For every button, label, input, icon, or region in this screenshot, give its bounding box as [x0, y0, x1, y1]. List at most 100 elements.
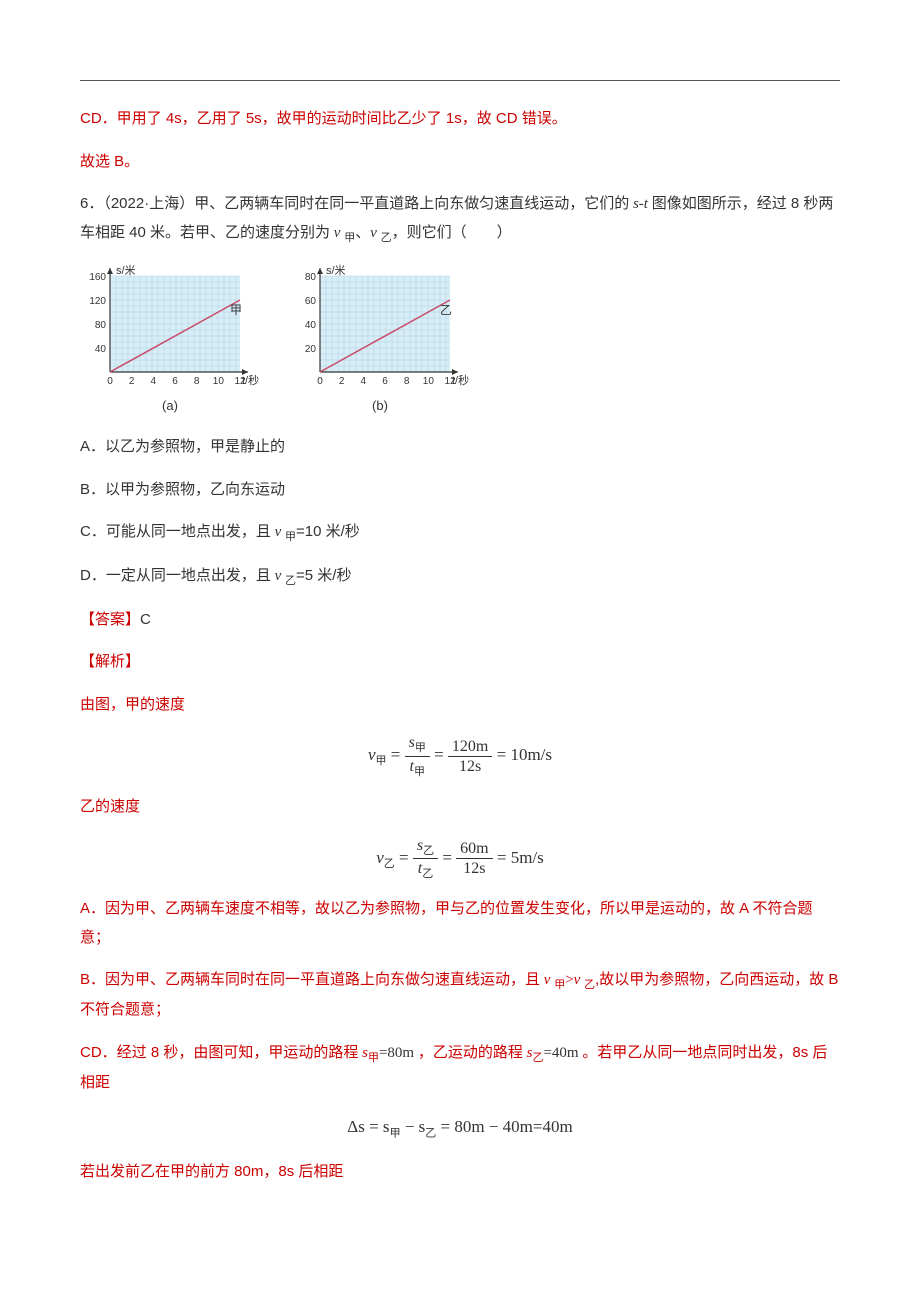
fds-minus: − s [401, 1117, 426, 1136]
svg-text:2: 2 [339, 376, 345, 387]
formula-yi: v乙 = s乙t乙 = 60m12s = 5m/s [80, 836, 840, 882]
chart-b: 20406080024681012s/米t/秒乙 [290, 262, 470, 392]
svg-text:10: 10 [213, 376, 225, 387]
svg-text:160: 160 [89, 272, 106, 283]
expl-cd-s2: s [523, 1045, 533, 1061]
q6-vjia: v [330, 225, 344, 241]
svg-text:80: 80 [305, 272, 317, 283]
analysis-label: 【解析】 [80, 648, 840, 677]
fy-eq2: = [438, 847, 456, 866]
expl-cd-sub2: 乙 [532, 1052, 543, 1064]
chart-b-box: 20406080024681012s/米t/秒乙 (b) [290, 262, 470, 419]
expl-cd-pre: CD．经过 8 秒，由图可知，甲运动的路程 [80, 1044, 358, 1061]
fy-f1n-sub: 乙 [423, 845, 434, 857]
svg-text:乙: 乙 [440, 303, 452, 317]
fj-lhs-sub: 甲 [376, 756, 387, 768]
option-c-tail: =10 米/秒 [296, 523, 360, 540]
fds-lhs: Δs = s [347, 1117, 389, 1136]
prev-cd-explanation: CD．甲用了 4s，乙用了 5s，故甲的运动时间比乙少了 1s，故 CD 错误。 [80, 105, 840, 134]
fds-sub1: 甲 [390, 1128, 401, 1140]
fj-f2n: 120m [448, 737, 492, 757]
expl-b-gt: > [565, 972, 573, 988]
speed-yi-intro: 乙的速度 [80, 793, 840, 822]
svg-text:8: 8 [194, 376, 200, 387]
q6-vjia-sub: 甲 [344, 232, 355, 244]
expl-b-v1: v [540, 972, 554, 988]
last-line: 若出发前乙在甲的前方 80m，8s 后相距 [80, 1158, 840, 1187]
answer-value: C [140, 611, 151, 628]
q6-st-italic: s-t [629, 196, 652, 212]
q6-vyi: v [370, 225, 380, 241]
option-c-sub: 甲 [285, 531, 296, 543]
option-a: A．以乙为参照物，甲是静止的 [80, 433, 840, 462]
svg-text:0: 0 [107, 376, 113, 387]
fj-eq2: = [430, 745, 448, 764]
svg-text:4: 4 [361, 376, 367, 387]
fy-lhs-sub: 乙 [384, 858, 395, 870]
svg-text:2: 2 [129, 376, 135, 387]
fy-f2d: 12s [456, 859, 492, 878]
expl-cd-eq2: =40m [543, 1045, 582, 1061]
fds-sub2: 乙 [425, 1128, 436, 1140]
page-divider [80, 80, 840, 81]
option-d: D．一定从同一地点出发，且 v 乙=5 米/秒 [80, 562, 840, 592]
svg-text:t/秒: t/秒 [242, 373, 259, 387]
fy-f2n: 60m [456, 839, 492, 859]
q6-comma: 、 [355, 224, 370, 241]
chart-b-caption: (b) [372, 394, 388, 419]
fj-lhs-v: v [368, 745, 376, 764]
svg-text:10: 10 [423, 376, 435, 387]
chart-a-box: 4080120160024681012s/米t/秒甲 (a) [80, 262, 260, 419]
svg-text:甲: 甲 [230, 303, 242, 317]
fj-f1n-sub: 甲 [415, 743, 426, 755]
speed-jia-intro: 由图，甲的速度 [80, 691, 840, 720]
expl-cd-s1: s [358, 1045, 368, 1061]
chart-a: 4080120160024681012s/米t/秒甲 [80, 262, 260, 392]
formula-ds: Δs = s甲 − s乙 = 80m − 40m=40m [80, 1111, 840, 1144]
svg-text:4: 4 [151, 376, 157, 387]
expl-cd-eq1: =80m [379, 1045, 418, 1061]
option-c-v: v [271, 524, 285, 540]
option-d-tail: =5 米/秒 [296, 567, 351, 584]
svg-text:80: 80 [95, 320, 107, 331]
expl-b-v2: v [574, 972, 584, 988]
fj-f2d: 12s [448, 757, 492, 776]
explanation-cd: CD．经过 8 秒，由图可知，甲运动的路程 s甲=80m ，乙运动的路程 s乙=… [80, 1039, 840, 1097]
option-c-pre: C．可能从同一地点出发，且 [80, 523, 271, 540]
expl-b-sub1: 甲 [554, 979, 565, 991]
svg-text:6: 6 [172, 376, 178, 387]
expl-cd-sub1: 甲 [368, 1052, 379, 1064]
svg-text:0: 0 [317, 376, 323, 387]
q6-tail: ，则它们（ ） [392, 224, 512, 241]
explanation-a: A．因为甲、乙两辆车速度不相等，故以乙为参照物，甲与乙的位置发生变化，所以甲是运… [80, 895, 840, 952]
answer-label: 【答案】 [80, 611, 140, 628]
option-d-v: v [271, 568, 285, 584]
svg-text:120: 120 [89, 296, 106, 307]
fy-rhs: = 5m/s [493, 847, 544, 866]
fds-rhs: = 80m − 40m=40m [436, 1117, 572, 1136]
svg-text:60: 60 [305, 296, 317, 307]
q6-stem: 6．（2022·上海）甲、乙两辆车同时在同一平直道路上向东做匀速直线运动，它们的… [80, 190, 840, 248]
expl-cd-mid: ，乙运动的路程 [418, 1044, 523, 1061]
charts-row: 4080120160024681012s/米t/秒甲 (a) 204060800… [80, 262, 840, 419]
svg-text:t/秒: t/秒 [452, 373, 469, 387]
svg-text:40: 40 [305, 320, 317, 331]
answer-line: 【答案】C [80, 606, 840, 635]
svg-text:20: 20 [305, 344, 317, 355]
fy-lhs-v: v [376, 847, 384, 866]
explanation-b: B．因为甲、乙两辆车同时在同一平直道路上向东做匀速直线运动，且 v 甲>v 乙,… [80, 966, 840, 1024]
option-c: C．可能从同一地点出发，且 v 甲=10 米/秒 [80, 518, 840, 548]
fy-eq1: = [395, 847, 413, 866]
option-b: B．以甲为参照物，乙向东运动 [80, 476, 840, 505]
q6-stem-prefix: 6．（2022·上海）甲、乙两辆车同时在同一平直道路上向东做匀速直线运动，它们的 [80, 195, 629, 212]
option-d-sub: 乙 [285, 575, 296, 587]
option-d-pre: D．一定从同一地点出发，且 [80, 567, 271, 584]
svg-text:6: 6 [382, 376, 388, 387]
fj-f1d-sub: 甲 [414, 766, 425, 778]
svg-text:40: 40 [95, 344, 107, 355]
svg-text:8: 8 [404, 376, 410, 387]
expl-b-pre: B．因为甲、乙两辆车同时在同一平直道路上向东做匀速直线运动，且 [80, 971, 540, 988]
chart-a-caption: (a) [162, 394, 178, 419]
q6-vyi-sub: 乙 [381, 232, 392, 244]
prev-choice: 故选 B。 [80, 148, 840, 177]
